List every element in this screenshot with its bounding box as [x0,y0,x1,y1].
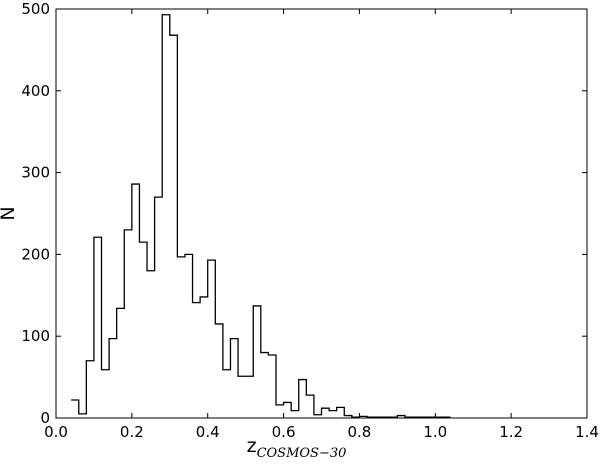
x-tick-label: 0.8 [347,423,371,441]
ticks-layer [55,8,588,419]
y-tick-label: 200 [21,245,50,263]
x-axis-label: zCOSMOS−30 [247,435,347,460]
x-axis-label-main: z [247,435,257,457]
x-axis-label-subscript: COSMOS−30 [257,446,347,460]
tick-labels-layer: 0.0 0.2 0.4 0.6 0.8 1.0 1.2 1.4 0 100 200 300 400 500 [21,0,599,441]
x-tick-label: 1.0 [423,423,447,441]
y-tick-label: 400 [21,82,50,100]
x-tick-label: 0.4 [196,423,220,441]
y-tick-label: 300 [21,164,50,182]
histogram-series-line [71,14,451,418]
y-tick-label: 500 [21,0,50,18]
y-axis-label: N [0,206,19,220]
x-tick-label: 1.2 [499,423,523,441]
y-tick-label: 100 [21,327,50,345]
x-tick-label: 1.4 [575,423,599,441]
y-tick-label: 0 [40,409,50,427]
x-tick-label: 0.0 [44,423,68,441]
plot-frame [55,8,588,419]
x-tick-label: 0.2 [120,423,144,441]
x-tick-label: 0.6 [272,423,296,441]
